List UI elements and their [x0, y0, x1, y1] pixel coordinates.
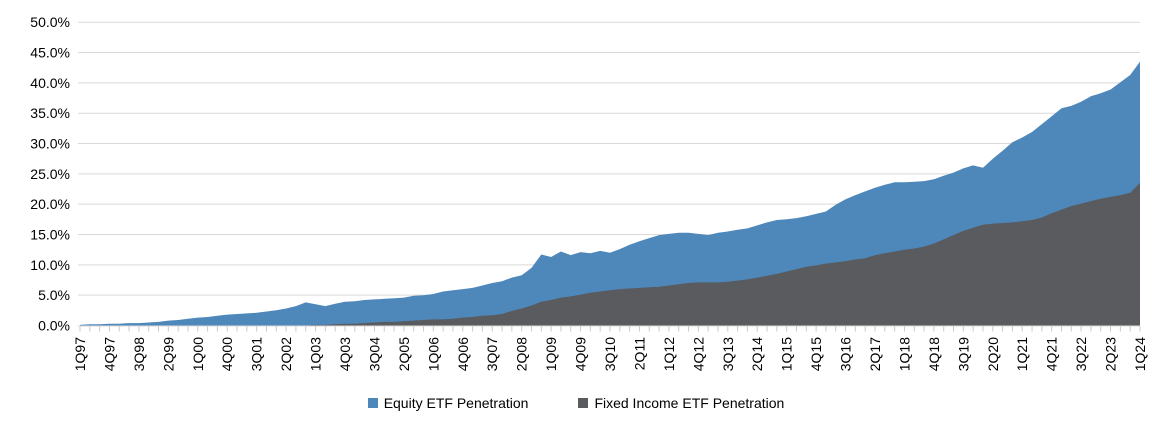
- x-tick-label: 3Q98: [131, 337, 147, 371]
- x-tick-label: 2Q05: [396, 337, 412, 371]
- x-tick-label: 1Q12: [661, 337, 677, 371]
- x-tick-label: 1Q03: [308, 337, 324, 371]
- legend-item-equity: Equity ETF Penetration: [367, 395, 529, 411]
- x-tick-label: 3Q22: [1073, 337, 1089, 371]
- x-tick-label: 3Q01: [249, 337, 265, 371]
- y-tick-label: 50.0%: [30, 14, 70, 30]
- x-tick-label: 3Q04: [366, 337, 382, 371]
- legend-label-fixed-income: Fixed Income ETF Penetration: [594, 395, 785, 411]
- x-tick-label: 2Q23: [1103, 337, 1119, 371]
- x-tick-label: 2Q17: [867, 337, 883, 371]
- x-tick-label: 1Q00: [190, 337, 206, 371]
- fixed-income-series-swatch-icon: [578, 398, 589, 408]
- y-tick-label: 5.0%: [38, 287, 70, 303]
- gridlines: [78, 21, 1140, 296]
- x-tick-label: 2Q11: [631, 337, 647, 370]
- plot-area: 0.0% 5.0% 10.0% 15.0% 20.0% 25.0% 30.0% 35.0% 40…: [30, 14, 1148, 371]
- x-tick-label: 3Q19: [955, 337, 971, 371]
- x-axis-labels: 1Q97 4Q97 3Q98 2Q99 1Q00 4Q00 3Q01 2Q02 1Q03 4Q03…: [72, 337, 1148, 371]
- x-tick-label: 2Q02: [278, 337, 294, 371]
- y-tick-label: 15.0%: [30, 227, 70, 243]
- x-tick-label: 1Q24: [1132, 337, 1148, 371]
- y-tick-label: 25.0%: [30, 166, 70, 182]
- y-tick-label: 10.0%: [30, 257, 70, 273]
- chart-legend: Equity ETF Penetration Fixed Income ETF …: [0, 395, 1152, 411]
- equity-series-swatch-icon: [367, 398, 378, 408]
- x-tick-label: 4Q12: [690, 337, 706, 371]
- y-tick-label: 35.0%: [30, 105, 70, 121]
- y-tick-label: 45.0%: [30, 45, 70, 61]
- x-tick-label: 1Q06: [425, 337, 441, 371]
- legend-item-fixed-income: Fixed Income ETF Penetration: [578, 395, 784, 411]
- x-tick-label: 2Q08: [514, 337, 530, 371]
- x-tick-label: 2Q20: [985, 337, 1001, 371]
- x-tick-label: 3Q13: [720, 337, 736, 371]
- x-tick-label: 4Q15: [808, 337, 824, 371]
- y-axis-labels: 0.0% 5.0% 10.0% 15.0% 20.0% 25.0% 30.0% 35.0% 40…: [30, 14, 70, 333]
- x-tick-label: 1Q15: [779, 337, 795, 371]
- x-tick-label: 3Q07: [484, 337, 500, 371]
- x-tick-label: 4Q03: [337, 337, 353, 371]
- area-series: [80, 61, 1140, 326]
- x-tick-label: 2Q99: [160, 337, 176, 371]
- x-tick-label: 4Q06: [455, 337, 471, 371]
- x-tick-label: 4Q09: [573, 337, 589, 371]
- x-tick-label: 1Q21: [1014, 337, 1030, 371]
- x-tick-label: 4Q21: [1044, 337, 1060, 371]
- x-tick-label: 3Q10: [602, 337, 618, 371]
- x-tick-label: 3Q16: [838, 337, 854, 371]
- x-tick-label: 4Q00: [219, 337, 235, 371]
- y-tick-label: 30.0%: [30, 136, 70, 152]
- legend-label-equity: Equity ETF Penetration: [383, 395, 529, 411]
- x-tick-label: 2Q14: [749, 337, 765, 371]
- x-tick-label: 1Q09: [543, 337, 559, 371]
- x-tick-label: 4Q97: [101, 337, 117, 371]
- x-tick-label: 1Q97: [72, 337, 88, 371]
- y-tick-label: 40.0%: [30, 75, 70, 91]
- x-tick-label: 1Q18: [896, 337, 912, 371]
- x-axis: [78, 325, 1141, 332]
- y-tick-label: 20.0%: [30, 196, 70, 212]
- x-tick-label: 4Q18: [926, 337, 942, 371]
- fixed-income-area: [80, 182, 1140, 326]
- y-tick-label: 0.0%: [38, 318, 70, 334]
